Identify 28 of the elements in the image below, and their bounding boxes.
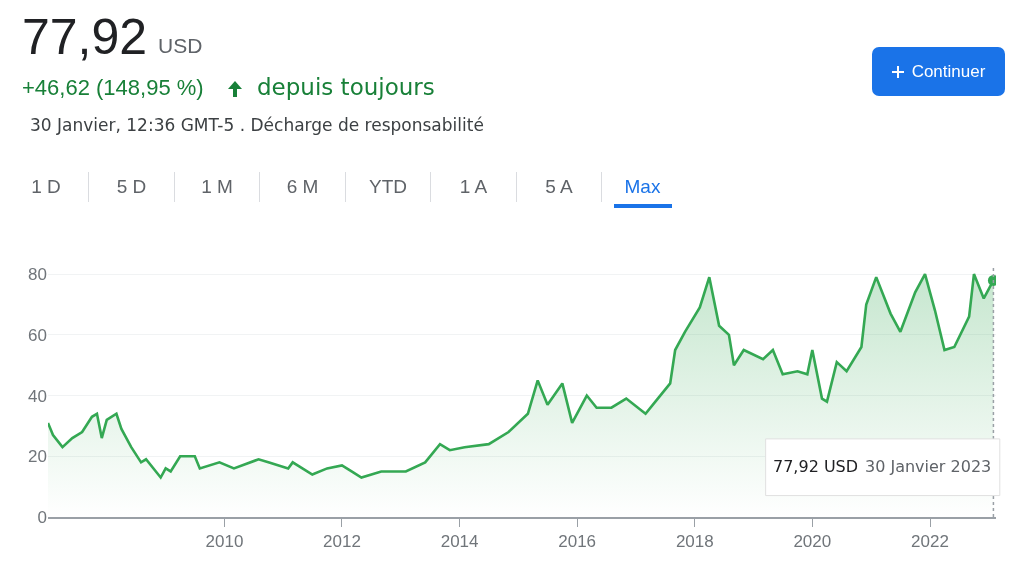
text: +46,62 (148,95 %) — [22, 75, 204, 101]
text: 1 D — [30, 175, 62, 199]
text: depuis toujours — [257, 74, 435, 100]
x-tick-label: 2020 — [793, 532, 832, 552]
text: 6 M — [285, 175, 320, 199]
text: Max — [613, 170, 672, 208]
x-tick-label: 2010 — [205, 532, 244, 552]
y-tick-label: 20 — [28, 447, 47, 467]
y-tick-label: 0 — [37, 507, 47, 527]
x-tick-label: 2012 — [323, 532, 361, 552]
text: 30 Janvier, 12:36 GMT-5 . Décharge de responsabilité — [30, 115, 484, 135]
x-tick-label: 2016 — [558, 532, 597, 552]
x-tick-label: 2018 — [675, 532, 714, 552]
annotation: 77,92 USD — [773, 457, 859, 476]
annotation: 30 Janvier 2023 — [865, 457, 992, 476]
text: USD — [158, 34, 203, 58]
text: 1 M — [200, 175, 234, 199]
text: Continuer — [872, 47, 1005, 96]
y-tick-label: 80 — [28, 265, 47, 285]
x-tick-label: 2014 — [440, 532, 479, 552]
y-tick-label: 60 — [28, 325, 47, 345]
text: YTD — [368, 175, 408, 199]
chart-title: 77,92 — [22, 8, 148, 66]
y-tick-label: 40 — [28, 386, 47, 406]
text: 5 A — [544, 175, 574, 199]
text: 5 D — [115, 175, 148, 199]
x-tick-label: 2022 — [911, 532, 949, 552]
text: 1 A — [458, 175, 489, 199]
